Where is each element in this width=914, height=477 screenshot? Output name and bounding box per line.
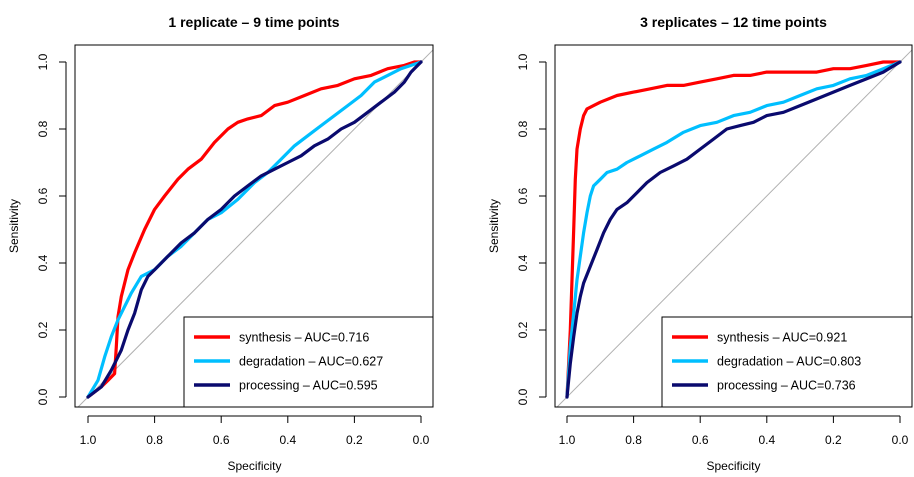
y-axis-title: Sensitivity: [487, 199, 501, 253]
y-axis-title: Sensitivity: [7, 199, 21, 253]
x-tick-label: 0.6: [213, 433, 230, 447]
x-tick-label: 0.6: [692, 433, 709, 447]
y-tick-label: 0.8: [516, 120, 530, 137]
legend-label-2: degradation – AUC=0.803: [717, 355, 861, 369]
legend: synthesis – AUC=0.716 degradation – AUC=0…: [183, 316, 434, 408]
legend: synthesis – AUC=0.921 degradation – AUC=0…: [661, 316, 913, 408]
y-tick-label: 0.0: [516, 388, 530, 405]
x-tick-label: 0.2: [825, 433, 842, 447]
x-tick-label: 1.0: [559, 433, 576, 447]
y-tick-label: 0.4: [36, 254, 50, 271]
chart-panel-2: 3 replicates – 12 time points 1.0 0.8 0.6 0.…: [487, 14, 913, 473]
legend-label-1: synthesis – AUC=0.921: [717, 331, 847, 345]
y-tick-label: 0.0: [36, 388, 50, 405]
legend-label-3: processing – AUC=0.736: [717, 379, 856, 393]
legend-label-1: synthesis – AUC=0.716: [239, 331, 369, 345]
x-tick-label: 0.4: [279, 433, 296, 447]
y-tick-label: 0.6: [36, 187, 50, 204]
series-line-2: [86, 60, 423, 399]
legend-label-2: degradation – AUC=0.627: [239, 355, 383, 369]
series-line-1: [565, 60, 902, 399]
x-tick-label: 1.0: [80, 433, 97, 447]
x-tick-label: 0.4: [758, 433, 775, 447]
chart-title: 3 replicates – 12 time points: [640, 14, 827, 30]
y-tick-label: 1.0: [516, 53, 530, 70]
x-tick-label: 0.0: [892, 433, 909, 447]
x-tick-label: 0.2: [346, 433, 363, 447]
chart-panel-1: 1 replicate – 9 time points 1.0 0.8 0.6 0.4 0…: [7, 14, 434, 473]
reference-diagonal-line: [556, 49, 912, 407]
legend-label-3: processing – AUC=0.595: [239, 379, 378, 393]
x-tick-label: 0.0: [413, 433, 430, 447]
series-line-3: [86, 60, 423, 399]
series-line-2: [565, 60, 902, 399]
chart-title: 1 replicate – 9 time points: [168, 14, 339, 30]
x-tick-label: 0.8: [625, 433, 642, 447]
x-axis-title: Specificity: [706, 459, 760, 473]
series-line-3: [565, 60, 902, 399]
y-tick-label: 0.4: [516, 254, 530, 271]
y-tick-label: 0.8: [36, 120, 50, 137]
y-tick-label: 0.2: [516, 321, 530, 338]
y-tick-label: 1.0: [36, 53, 50, 70]
y-tick-label: 0.2: [36, 321, 50, 338]
x-axis-title: Specificity: [227, 459, 281, 473]
x-tick-label: 0.8: [146, 433, 163, 447]
y-tick-label: 0.6: [516, 187, 530, 204]
